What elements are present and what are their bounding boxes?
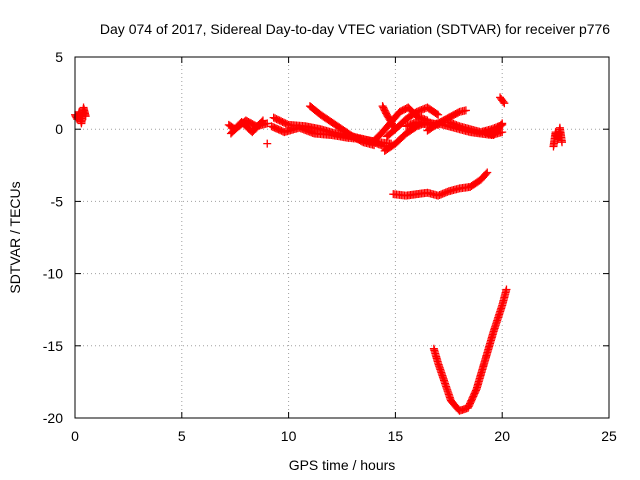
data-points (71, 93, 567, 415)
series-arc-b (226, 116, 267, 138)
data-point (432, 109, 441, 118)
y-tick-label: 5 (55, 49, 63, 65)
series-arc-n (496, 93, 509, 108)
data-point (257, 117, 266, 126)
series-arc-l (444, 117, 507, 137)
y-tick-label: -10 (43, 266, 63, 282)
x-axis-label: GPS time / hours (289, 457, 396, 473)
y-tick-label: -5 (51, 193, 64, 209)
data-point (502, 285, 511, 294)
series-arc-e (305, 102, 379, 150)
series-arc-mid-low (389, 168, 492, 200)
data-point (263, 139, 272, 148)
y-axis-label: SDTVAR / TECUs (7, 181, 23, 293)
series-isolated (263, 139, 272, 148)
axis-ticks: 0 5 10 15 20 25 5 0 -5 -10 -15 -20 (43, 49, 617, 444)
data-point (483, 168, 492, 177)
data-point (81, 112, 90, 121)
data-point (500, 99, 509, 108)
data-point (434, 110, 443, 119)
x-tick-label: 25 (601, 428, 617, 444)
y-tick-label: -20 (43, 410, 63, 426)
series-arc-late (549, 123, 567, 151)
data-point (499, 97, 508, 106)
x-tick-label: 10 (281, 428, 297, 444)
x-tick-label: 0 (71, 428, 79, 444)
data-point (498, 119, 507, 128)
series-arc-k (423, 106, 470, 135)
data-point (497, 120, 506, 129)
series-arc-early (71, 103, 90, 128)
series-arc-h (382, 103, 443, 141)
data-point (461, 106, 470, 115)
chart-title: Day 074 of 2017, Sidereal Day-to-day VTE… (100, 21, 610, 37)
data-point (258, 116, 267, 125)
grid-lines (75, 57, 609, 418)
x-tick-label: 5 (178, 428, 186, 444)
plot-frame (74, 56, 610, 419)
x-tick-label: 15 (388, 428, 404, 444)
data-point (482, 169, 491, 178)
series-arc-trough (429, 285, 511, 415)
series-arc-m (481, 119, 507, 139)
y-tick-label: 0 (55, 121, 63, 137)
data-point (558, 138, 567, 147)
y-tick-label: -15 (43, 338, 63, 354)
x-tick-label: 20 (494, 428, 510, 444)
